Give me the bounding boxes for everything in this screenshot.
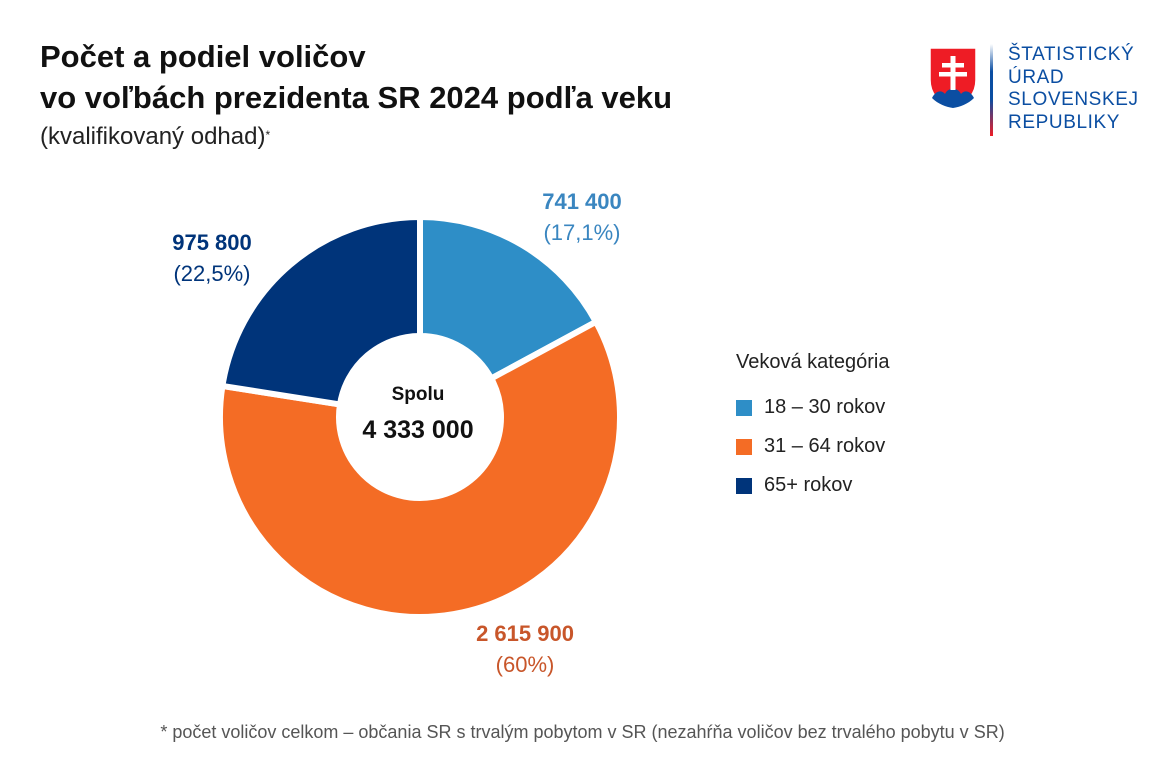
logo-divider bbox=[990, 44, 993, 136]
label-31-64-percent: (60%) bbox=[496, 652, 555, 677]
label-31-64-value: 2 615 900 bbox=[476, 621, 574, 646]
legend-item-31-64: 31 – 64 rokov bbox=[736, 427, 889, 466]
legend-item-18-30: 18 – 30 rokov bbox=[736, 388, 889, 427]
footnote-mark: * bbox=[265, 128, 271, 142]
logo-text: ŠTATISTICKÝ ÚRAD SLOVENSKEJ REPUBLIKY bbox=[1008, 44, 1139, 134]
chart-title: Počet a podiel voličov vo voľbách prezid… bbox=[40, 36, 672, 118]
legend-swatch bbox=[736, 438, 752, 455]
logo-line-2: ÚRAD bbox=[1008, 66, 1065, 88]
logo-line-1: ŠTATISTICKÝ bbox=[1008, 44, 1135, 65]
label-65-plus-percent: (22,5%) bbox=[173, 261, 250, 286]
slice-65-plus bbox=[218, 213, 423, 408]
slovak-coat-of-arms-icon bbox=[929, 47, 977, 109]
chart-title-line-2: vo voľbách prezidenta SR 2024 podľa veku bbox=[40, 80, 673, 115]
legend-item-65-plus: 65+ rokov bbox=[736, 466, 889, 505]
center-title: Spolu bbox=[392, 384, 445, 405]
donut-slices bbox=[217, 213, 623, 620]
slice-labels: 741 400 (17,1%) 2 615 900 (60%) 975 800 (22,5… bbox=[172, 189, 622, 677]
logo-line-3: SLOVENSKEJ bbox=[1008, 89, 1139, 110]
legend-swatch bbox=[736, 477, 752, 494]
chart-subtitle: (kvalifikovaný odhad)* bbox=[40, 122, 270, 152]
label-18-30-value: 741 400 bbox=[542, 189, 622, 214]
slice-31-64 bbox=[217, 317, 623, 620]
slice-18-30 bbox=[417, 213, 600, 383]
center-total-value: 4 333 000 bbox=[362, 416, 473, 444]
label-65-plus-value: 975 800 bbox=[172, 230, 252, 255]
label-18-30-percent: (17,1%) bbox=[543, 220, 620, 245]
legend-label: 31 – 64 rokov bbox=[764, 435, 886, 457]
legend: Veková kategória 18 – 30 rokov 31 – 64 r… bbox=[736, 351, 889, 505]
susr-logo: ŠTATISTICKÝ ÚRAD SLOVENSKEJ REPUBLIKY bbox=[928, 44, 1148, 139]
legend-label: 65+ rokov bbox=[764, 474, 853, 496]
legend-swatch bbox=[736, 399, 752, 416]
footnote: * počet voličov celkom – občania SR s tr… bbox=[160, 722, 1005, 742]
legend-label: 18 – 30 rokov bbox=[764, 396, 886, 418]
chart-title-line-1: Počet a podiel voličov bbox=[40, 39, 366, 74]
chart-subtitle-text: (kvalifikovaný odhad) bbox=[40, 123, 266, 150]
logo-line-4: REPUBLIKY bbox=[1008, 111, 1121, 133]
legend-title: Veková kategória bbox=[736, 351, 890, 373]
